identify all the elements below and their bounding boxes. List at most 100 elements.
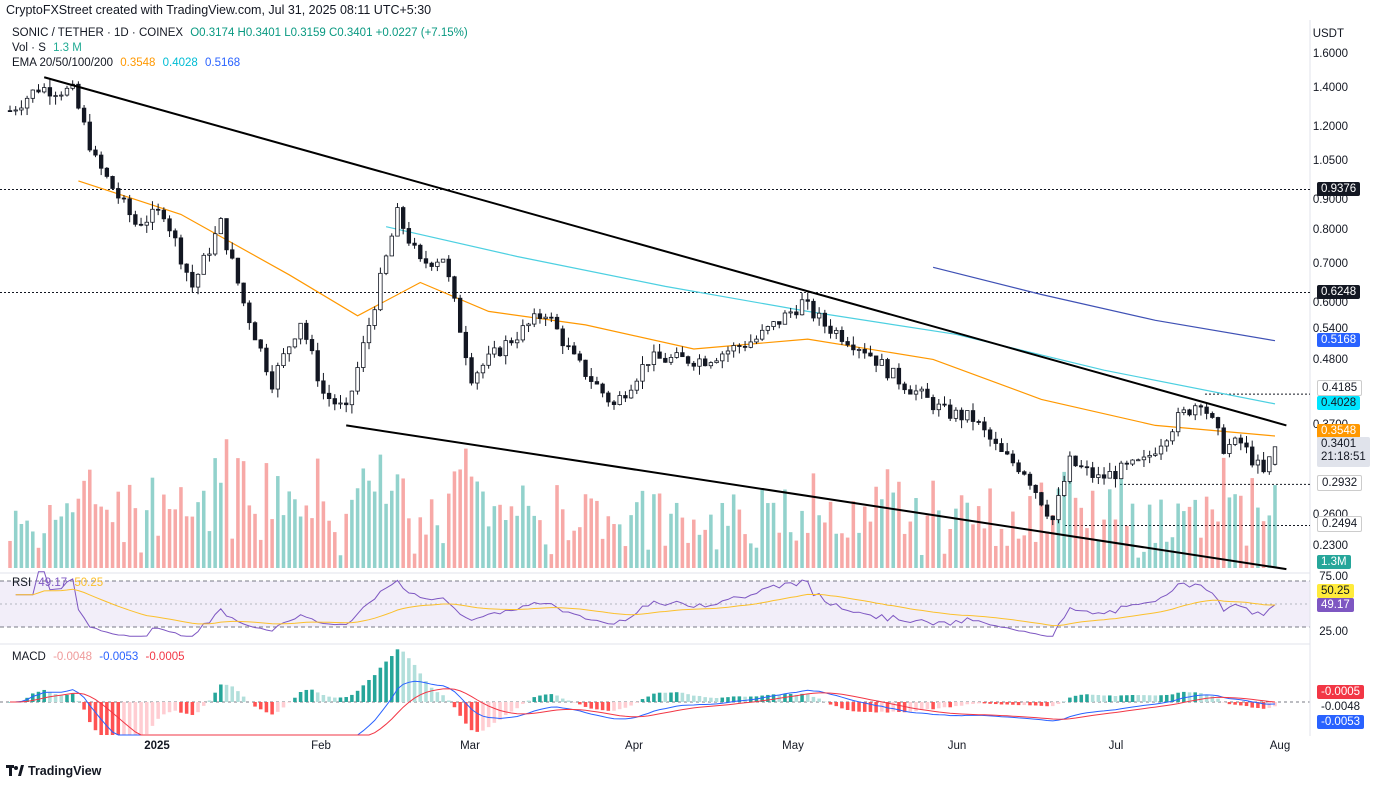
volume-bar: [999, 528, 1004, 568]
volume-bar: [703, 529, 707, 568]
candle-up: [1170, 431, 1175, 442]
volume-bar: [196, 502, 200, 568]
volume-bar: [464, 448, 468, 568]
macd-histogram-bar: [811, 696, 816, 702]
candle-down: [1124, 462, 1130, 465]
rsi-legend[interactable]: RSI 49.17 50.25: [12, 577, 107, 589]
volume-bar: [184, 516, 189, 568]
rsi-line: [15, 571, 1276, 637]
volume-bar: [794, 540, 799, 568]
candle-up: [708, 362, 714, 367]
ema-legend[interactable]: EMA 20/50/100/200 0.3548 0.4028 0.5168: [12, 57, 244, 69]
candle-down: [1261, 459, 1266, 473]
volume-bar: [53, 519, 58, 568]
volume-bar: [424, 534, 428, 568]
candle-up: [953, 409, 959, 419]
macd-histogram-bar: [874, 702, 878, 713]
volume-bar: [617, 524, 622, 568]
macd-histogram-bar: [1227, 702, 1232, 705]
volume-bar: [583, 494, 588, 568]
candle-down: [269, 371, 275, 390]
candle-down: [845, 341, 850, 346]
candle-down: [463, 331, 469, 359]
volume-bar: [1073, 497, 1078, 568]
macd-histogram-bar: [93, 702, 98, 731]
candle-up: [1136, 459, 1141, 462]
tradingview-logo[interactable]: TradingView: [6, 764, 101, 778]
candle-down: [1101, 474, 1107, 479]
macd-histogram-bar: [213, 692, 217, 702]
volume-bar: [127, 484, 132, 568]
macd-histogram-bar: [669, 692, 673, 702]
candle-up: [748, 341, 753, 348]
candle-up: [275, 365, 280, 390]
volume-bar: [1227, 497, 1232, 568]
candle-down: [1005, 451, 1010, 455]
volume-bar: [99, 506, 103, 568]
volume-legend[interactable]: Vol · S 1.3 M: [12, 42, 86, 54]
candle-up: [782, 312, 788, 325]
candle-down: [685, 356, 691, 364]
macd-histogram-bar: [219, 684, 223, 702]
candle-down: [133, 214, 138, 225]
macd-histogram-bar: [475, 702, 480, 732]
volume-bar: [674, 502, 679, 568]
candle-down: [583, 359, 588, 377]
volume-bar: [321, 501, 326, 568]
candle-up: [1056, 495, 1061, 521]
macd-histogram-bar: [1022, 702, 1027, 706]
candle-down: [999, 443, 1004, 453]
candle-up: [720, 353, 725, 362]
macd-histogram-bar: [184, 702, 189, 714]
candle-down: [1010, 453, 1016, 464]
macd-histogram-bar: [572, 702, 576, 703]
volume-bar: [515, 515, 519, 568]
volume-bar: [315, 458, 320, 568]
level-tag-mid: 0.6248: [1317, 285, 1361, 299]
volume-bar: [982, 528, 987, 568]
candle-up: [646, 364, 651, 366]
candle-down: [930, 397, 936, 411]
candle-down: [577, 353, 582, 361]
volume-bar: [971, 524, 975, 568]
macd-histogram-bar: [760, 695, 764, 702]
macd-histogram-bar: [1119, 695, 1123, 702]
ema100-legend-value: 0.5168: [205, 57, 241, 69]
macd-histogram-bar: [885, 702, 890, 713]
candle-up: [492, 347, 497, 355]
macd-histogram-bar: [612, 702, 616, 711]
macd-histogram-bar: [241, 696, 246, 702]
volume-bar: [384, 503, 388, 568]
candle-down: [1090, 467, 1095, 478]
resistance-level-tag: 0.4185: [1317, 380, 1363, 396]
volume-bar: [783, 489, 787, 568]
candle-up: [799, 299, 805, 316]
macd-histogram-bar: [845, 702, 850, 710]
volume-bar: [885, 469, 890, 568]
macd-histogram-bar: [646, 696, 650, 702]
candle-up: [725, 350, 731, 355]
candle-up: [1153, 453, 1158, 456]
macd-legend[interactable]: MACD -0.0048 -0.0053 -0.0005: [12, 651, 189, 663]
symbol-legend[interactable]: SONIC / TETHER · 1D · COINEX O0.3174 H0.…: [12, 27, 472, 39]
macd-histogram-bar: [532, 697, 537, 702]
macd-histogram-bar: [361, 685, 366, 702]
macd-histogram-bar: [709, 697, 713, 702]
macd-histogram-bar: [794, 694, 799, 702]
candle-up: [759, 329, 765, 340]
volume-bar: [173, 509, 178, 568]
candle-down: [344, 402, 349, 406]
volume-bar: [76, 498, 81, 568]
macd-histogram-bar: [589, 702, 593, 709]
candle-down: [87, 121, 92, 151]
candle-up: [514, 339, 520, 344]
volume-bar: [133, 508, 138, 568]
macd-histogram-bar: [1011, 702, 1015, 705]
candle-down: [1073, 455, 1078, 467]
ema200-tag: 0.5168: [1317, 333, 1361, 347]
macd-histogram-bar: [680, 692, 685, 702]
ohlc-values: O0.3174 H0.3401 L0.3159 C0.3401 +0.0227 …: [190, 27, 468, 39]
candle-down: [1198, 405, 1204, 408]
volume-bar: [452, 471, 457, 568]
